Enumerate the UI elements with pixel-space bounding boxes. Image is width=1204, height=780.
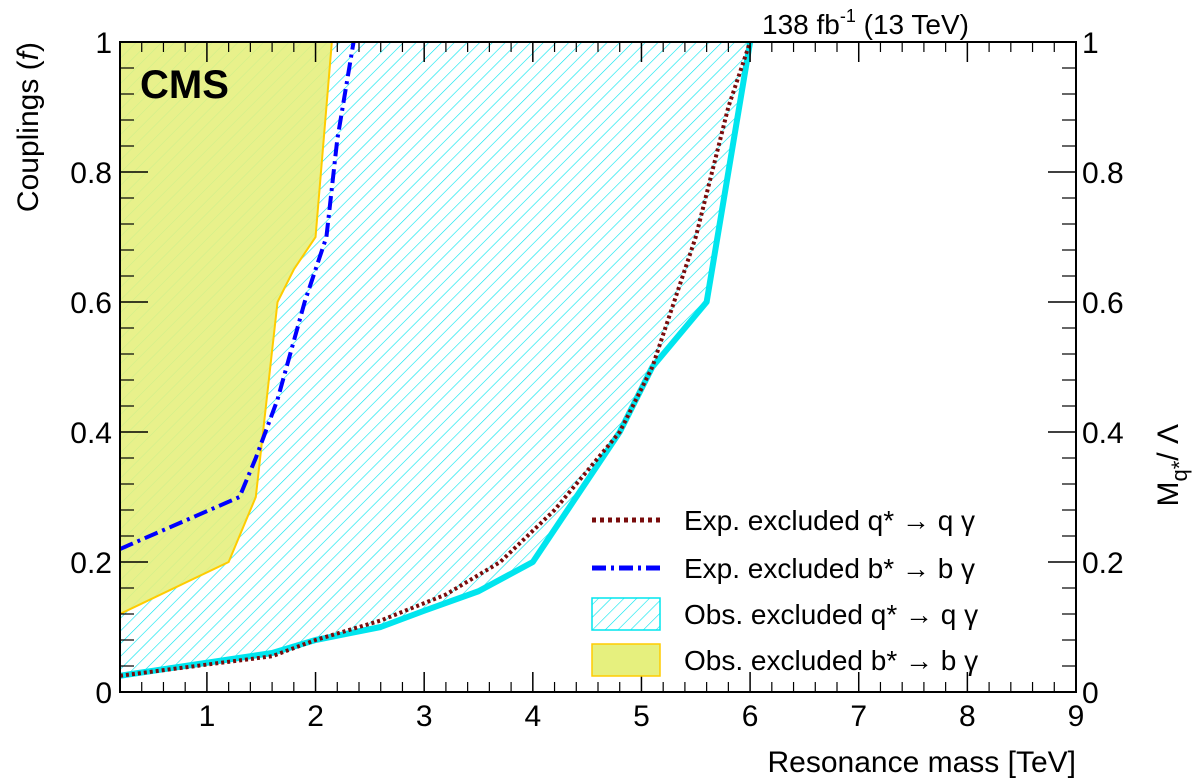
y-tick-label-left: 0 bbox=[95, 677, 112, 710]
x-tick-label: 4 bbox=[524, 700, 541, 733]
x-tick-label: 6 bbox=[742, 700, 759, 733]
exp-b-excluded-line bbox=[120, 42, 356, 551]
lumi-value: 138 fb bbox=[762, 9, 840, 40]
legend-entry-obs-b: Obs. excluded b* → b γ bbox=[591, 643, 978, 677]
y-axis-title-left-post: ) bbox=[12, 42, 45, 52]
y-axis-title-right-main: M bbox=[1152, 482, 1185, 507]
x-tick-label: 2 bbox=[307, 700, 324, 733]
lumi-exponent: -1 bbox=[840, 6, 856, 26]
y-tick-label-right: 0.4 bbox=[1082, 417, 1124, 450]
obs-b-excluded-area bbox=[120, 42, 332, 614]
legend-entry-obs-q: Obs. excluded q* → q γ bbox=[591, 597, 978, 631]
y-axis-title-right-sub: q* bbox=[1167, 460, 1192, 481]
y-tick-label-left: 0.2 bbox=[70, 547, 112, 580]
lumi-energy: (13 TeV) bbox=[856, 9, 969, 40]
experiment-label: CMS bbox=[140, 63, 229, 107]
x-tick-label: 7 bbox=[850, 700, 867, 733]
y-axis-title-right: Mq*/ Λ bbox=[1152, 424, 1192, 507]
x-tick-label: 9 bbox=[1068, 700, 1085, 733]
legend-swatch bbox=[591, 597, 661, 631]
legend-entry-exp-b: Exp. excluded b* → b γ bbox=[592, 553, 975, 584]
y-axis-title-left-var: f bbox=[12, 49, 45, 60]
x-tick-label: 5 bbox=[633, 700, 650, 733]
x-tick-label: 1 bbox=[199, 700, 216, 733]
area-layer bbox=[120, 42, 751, 676]
y-tick-label-left: 0.8 bbox=[70, 157, 112, 190]
x-tick-label: 3 bbox=[416, 700, 433, 733]
y-tick-label-right: 0 bbox=[1082, 677, 1099, 710]
x-axis-title: Resonance mass [TeV] bbox=[768, 746, 1076, 779]
y-tick-label-left: 1 bbox=[95, 27, 112, 60]
legend-label: Exp. excluded q* → q γ bbox=[684, 505, 975, 536]
y-tick-label-left: 0.6 bbox=[70, 287, 112, 320]
legend-label: Obs. excluded b* → b γ bbox=[684, 645, 978, 676]
obs-b-boundary-line bbox=[120, 42, 333, 615]
y-axis-title-left-pre: Couplings ( bbox=[12, 60, 45, 212]
x-tick-label: 8 bbox=[959, 700, 976, 733]
legend-label: Exp. excluded b* → b γ bbox=[684, 553, 975, 584]
y-axis-title-left: Couplings (f) bbox=[12, 42, 45, 212]
y-tick-label-right: 1 bbox=[1082, 27, 1099, 60]
y-tick-label-left: 0.4 bbox=[70, 417, 112, 450]
y-tick-label-right: 0.6 bbox=[1082, 287, 1124, 320]
luminosity-label: 138 fb-1 (13 TeV) bbox=[762, 6, 969, 40]
y-tick-label-right: 0.2 bbox=[1082, 547, 1124, 580]
y-tick-label-right: 0.8 bbox=[1082, 157, 1124, 190]
legend-swatch bbox=[591, 643, 661, 677]
legend-label: Obs. excluded q* → q γ bbox=[684, 599, 978, 630]
y-axis-title-right-post: / Λ bbox=[1152, 424, 1185, 461]
exp-q-excluded-line bbox=[120, 42, 752, 678]
legend-entry-exp-q: Exp. excluded q* → q γ bbox=[592, 505, 975, 536]
line-layer bbox=[120, 42, 754, 679]
legend: Exp. excluded q* → q γ Exp. excluded b* →… bbox=[591, 505, 978, 677]
